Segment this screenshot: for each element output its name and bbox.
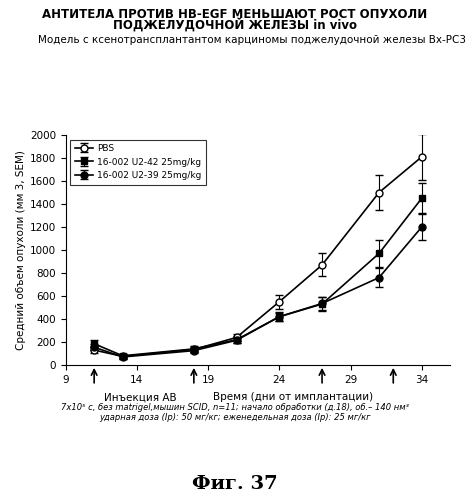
Text: Фиг. 37: Фиг. 37 xyxy=(192,475,277,493)
Text: ПОДЖЕЛУДОЧНОЙ ЖЕЛЕЗЫ in vivo: ПОДЖЕЛУДОЧНОЙ ЖЕЛЕЗЫ in vivo xyxy=(113,18,356,32)
Text: ударная доза (Ip): 50 мг/кг; еженедельная доза (Ip): 25 мг/кг: ударная доза (Ip): 50 мг/кг; еженедельна… xyxy=(99,412,370,422)
Text: Время (дни от имплантации): Время (дни от имплантации) xyxy=(213,392,373,402)
Text: Инъекция АВ: Инъекция АВ xyxy=(104,392,176,402)
Text: Модель с ксенотрансплантантом карциномы поджелудочной железы Bx-PC3: Модель с ксенотрансплантантом карциномы … xyxy=(38,35,466,45)
Legend: PBS, 16-002 U2-42 25mg/kg, 16-002 U2-39 25mg/kg: PBS, 16-002 U2-42 25mg/kg, 16-002 U2-39 … xyxy=(70,140,206,184)
Text: АНТИТЕЛА ПРОТИВ HB-EGF МЕНЬШАЮТ РОСТ ОПУХОЛИ: АНТИТЕЛА ПРОТИВ HB-EGF МЕНЬШАЮТ РОСТ ОПУ… xyxy=(42,8,427,20)
Text: 7х10⁵ с, без matrigel,мышин SCID, n=11; начало обработки (д.18), об.– 140 нм³: 7х10⁵ с, без matrigel,мышин SCID, n=11; … xyxy=(61,402,408,411)
Y-axis label: Средний объем опухоли (мм 3, SEM): Средний объем опухоли (мм 3, SEM) xyxy=(15,150,25,350)
